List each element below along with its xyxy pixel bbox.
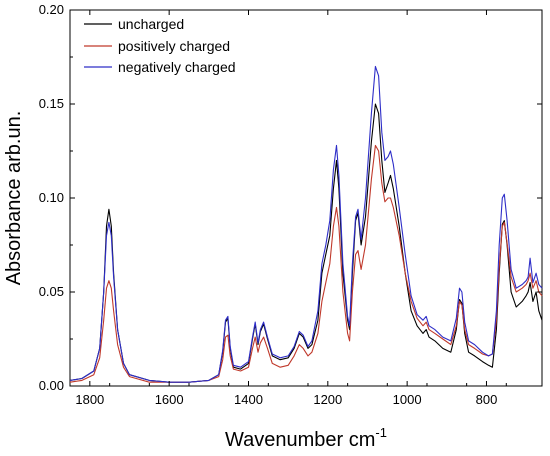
legend-label-positively-charged: positively charged: [118, 38, 230, 54]
y-tick-label: 0.10: [39, 190, 64, 205]
x-tick-label: 1200: [313, 392, 342, 407]
ticks-group: 1800 1600 1400 1200 1000 800 0.00 0.05 0.10 0.15 0…: [39, 2, 542, 407]
y-tick-label: 0.15: [39, 96, 64, 111]
x-tick-label: 1800: [75, 392, 104, 407]
y-tick-label: 0.05: [39, 284, 64, 299]
legend: uncharged positively charged negatively …: [84, 16, 236, 75]
x-tick-label: 1400: [234, 392, 263, 407]
y-tick-label: 0.00: [39, 378, 64, 393]
series-group: [69, 65, 543, 383]
y-axis-title: Absorbance arb.un.: [3, 111, 25, 286]
x-axis-title-superscript: -1: [375, 425, 387, 440]
series-line-negatively-charged: [69, 65, 543, 383]
x-axis-title: Wavenumber cm-1: [225, 425, 387, 451]
legend-label-uncharged: uncharged: [118, 16, 184, 32]
x-tick-label: 800: [476, 392, 498, 407]
x-tick-label: 1600: [155, 392, 184, 407]
x-tick-label: 1000: [393, 392, 422, 407]
legend-label-negatively-charged: negatively charged: [118, 59, 236, 75]
y-tick-label: 0.20: [39, 2, 64, 17]
